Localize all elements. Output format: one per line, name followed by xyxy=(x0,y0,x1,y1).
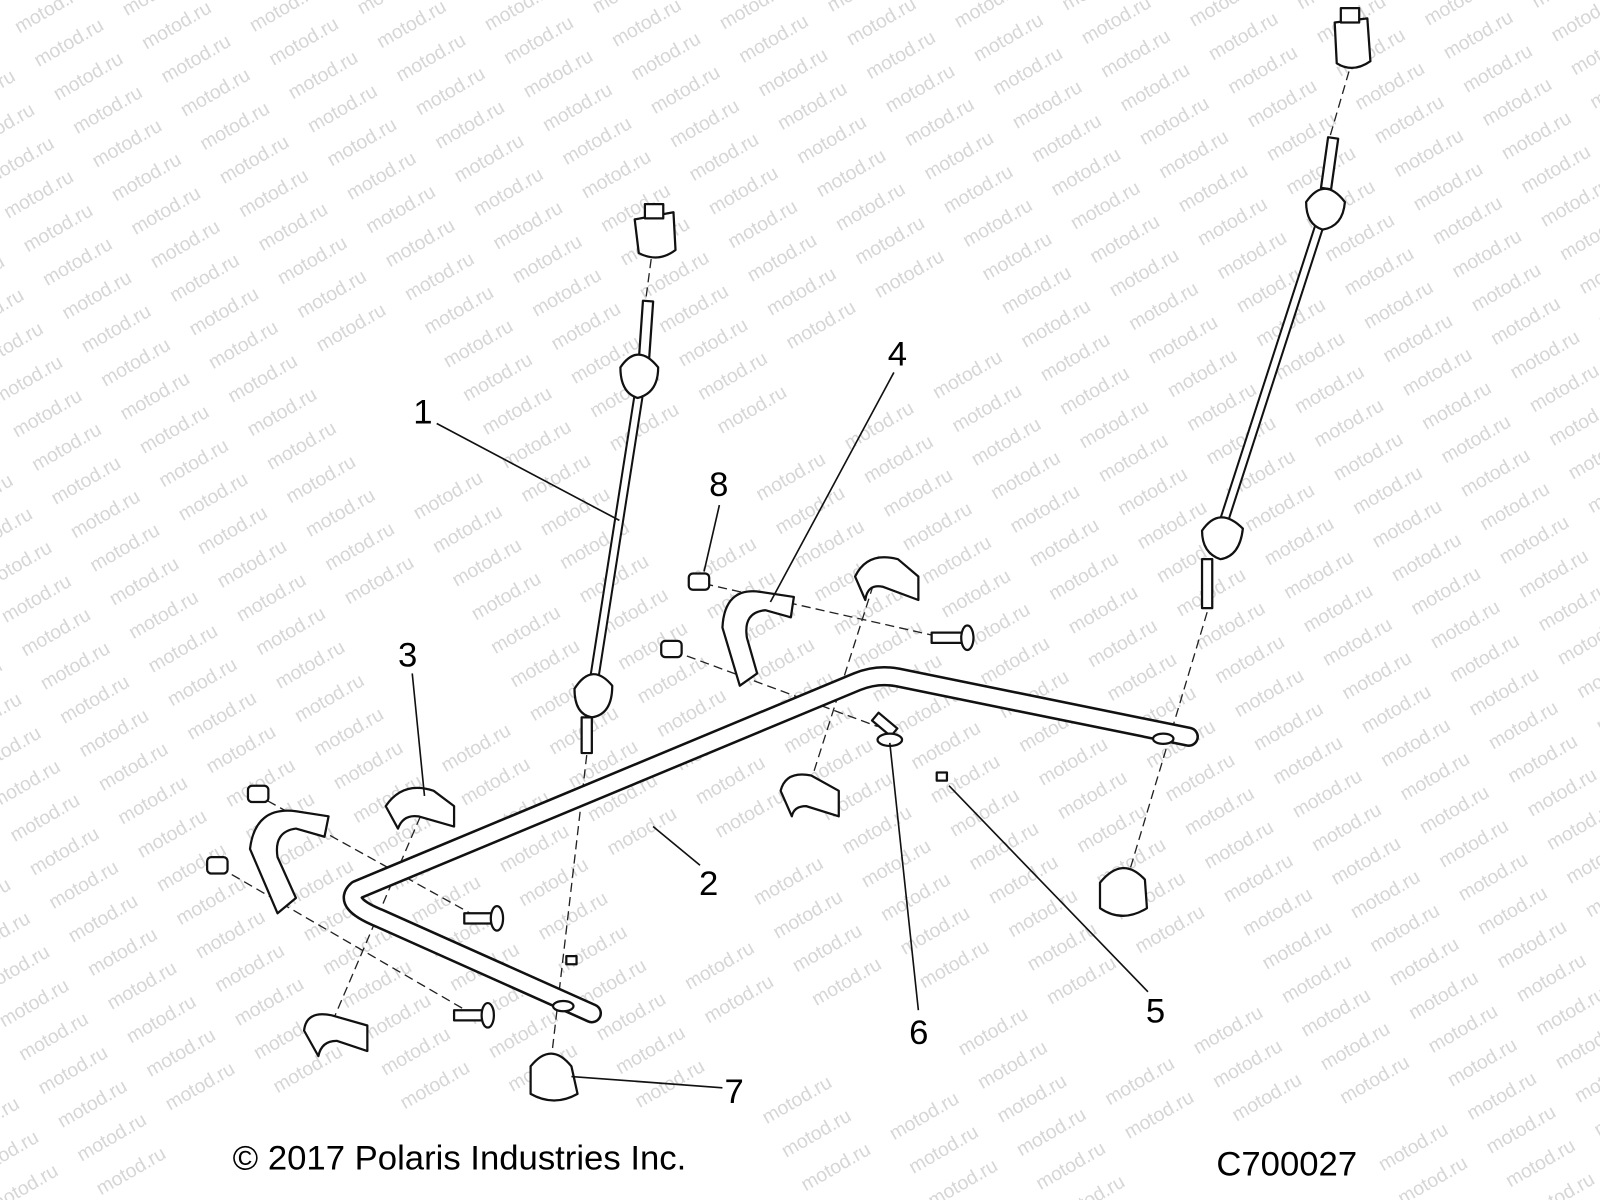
leader-lines xyxy=(411,372,1149,1089)
callout-5: 5 xyxy=(1146,992,1165,1030)
stabilizer-link-left xyxy=(573,202,677,755)
clamps xyxy=(248,556,920,1058)
callout-3: 3 xyxy=(398,636,417,674)
callout-4: 4 xyxy=(888,335,907,373)
watermark-text: motod.ru xyxy=(0,1160,62,1200)
callout-1: 1 xyxy=(413,393,432,431)
copyright-text: © 2017 Polaris Industries Inc. xyxy=(233,1139,687,1177)
callout-8: 8 xyxy=(709,466,728,504)
sway-bar xyxy=(342,666,1199,1024)
diagram-code: C700027 xyxy=(1216,1146,1357,1184)
callout-6: 6 xyxy=(909,1014,928,1052)
callout-7: 7 xyxy=(724,1073,743,1111)
fasteners xyxy=(206,572,975,1029)
bushings xyxy=(529,866,1149,1102)
callout-labels: 1 2 3 4 5 6 7 8 xyxy=(398,335,1165,1111)
callout-2: 2 xyxy=(699,865,718,903)
stabilizer-link-right xyxy=(1200,7,1372,610)
watermark-text: motod.ru xyxy=(1547,0,1600,46)
